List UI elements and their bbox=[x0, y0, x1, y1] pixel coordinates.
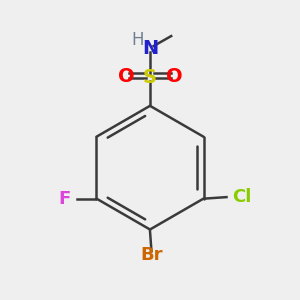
Text: N: N bbox=[142, 39, 158, 58]
Text: H: H bbox=[131, 31, 144, 49]
Text: F: F bbox=[58, 190, 71, 208]
Text: O: O bbox=[166, 68, 182, 86]
Text: S: S bbox=[143, 68, 157, 87]
Text: Cl: Cl bbox=[232, 188, 251, 206]
Text: Br: Br bbox=[140, 246, 163, 264]
Text: O: O bbox=[118, 68, 134, 86]
